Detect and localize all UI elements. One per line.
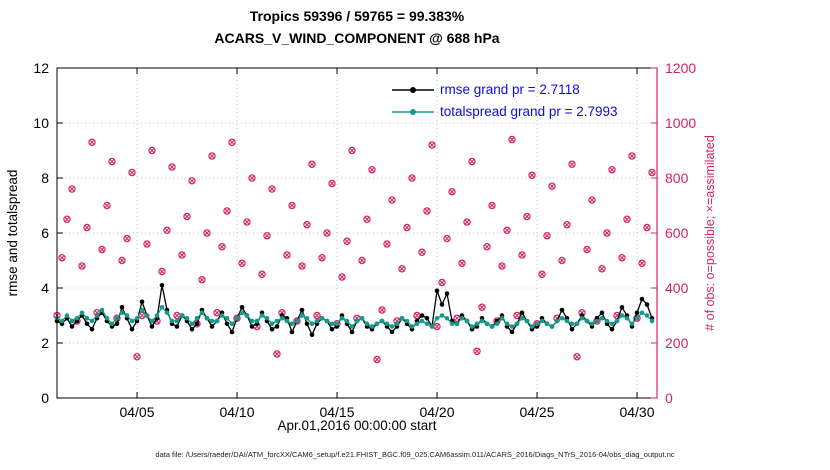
svg-text:0: 0 — [41, 390, 49, 406]
svg-text:0: 0 — [665, 390, 673, 406]
svg-text:04/10: 04/10 — [219, 404, 254, 420]
x-axis-label: Apr.01,2016 00:00:00 start — [277, 418, 436, 433]
svg-text:4: 4 — [41, 280, 49, 296]
svg-text:800: 800 — [665, 170, 689, 186]
svg-text:04/05: 04/05 — [119, 404, 154, 420]
svg-text:6: 6 — [41, 225, 49, 241]
left-axis-label: rmse and totalspread — [5, 170, 20, 297]
legend-layer — [392, 87, 434, 115]
chart-title-line1: Tropics 59396 / 59765 = 99.383% — [250, 8, 465, 24]
svg-text:12: 12 — [33, 60, 49, 76]
svg-text:04/25: 04/25 — [519, 404, 554, 420]
svg-text:10: 10 — [33, 115, 49, 131]
svg-text:400: 400 — [665, 280, 689, 296]
legend-label-rmse: rmse grand pr = 2.7118 — [440, 82, 580, 97]
svg-text:1000: 1000 — [665, 115, 696, 131]
svg-text:200: 200 — [665, 335, 689, 351]
chart-title-line2: ACARS_V_WIND_COMPONENT @ 688 hPa — [214, 30, 499, 46]
svg-text:600: 600 — [665, 225, 689, 241]
svg-text:04/20: 04/20 — [419, 404, 454, 420]
svg-text:1200: 1200 — [665, 60, 696, 76]
svg-text:04/15: 04/15 — [319, 404, 354, 420]
svg-text:2: 2 — [41, 335, 49, 351]
legend-label-totalspread: totalspread grand pr = 2.7993 — [440, 104, 618, 119]
plot-layer: 0 2 4 6 8 10 12 0 200 400 600 800 1000 1200 04/05 04/10… — [33, 60, 696, 420]
svg-text:04/30: 04/30 — [619, 404, 654, 420]
legend: rmse grand pr = 2.7118 totalspread grand… — [392, 82, 618, 119]
right-axis-label: # of obs: o=possible; ×=assimilated — [703, 135, 717, 331]
caption: data file: /Users/raeder/DAI/ATM_forcXX/… — [155, 450, 675, 459]
svg-text:8: 8 — [41, 170, 49, 186]
